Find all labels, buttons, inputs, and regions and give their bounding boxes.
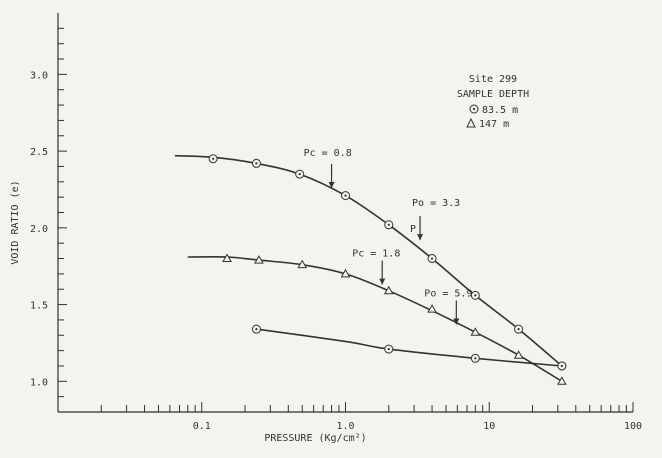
x-tick-label: 10: [483, 421, 495, 432]
circle-marker-dot: [212, 157, 215, 160]
triangle-marker: [222, 253, 232, 263]
circle-marker-dot: [430, 257, 434, 260]
triangle-marker: [427, 304, 437, 313]
annotation-arrow-head: [328, 181, 335, 188]
y-tick-label: 1.5: [30, 301, 48, 312]
triangle-marker: [340, 268, 351, 278]
triangle-marker: [513, 350, 524, 359]
triangle-marker: [297, 259, 308, 269]
triangle-marker: [254, 255, 264, 264]
annotation-label: P: [410, 224, 416, 235]
series-line-2: [187, 255, 563, 382]
annotation-arrow-head: [453, 318, 460, 325]
circle-marker-dot: [255, 328, 258, 331]
y-tick-label: 2.5: [30, 147, 48, 158]
ticks: 0.1 1.0 10 100 1.0 1.5 2.0 2.5 3.0: [30, 27, 642, 432]
triangle-marker: [470, 327, 481, 336]
annotation-arrow-head: [379, 278, 386, 285]
x-tick-label: 100: [624, 421, 642, 432]
circle-marker-dot: [560, 364, 563, 368]
y-tick-label: 2.0: [30, 224, 48, 235]
legend-subtitle: SAMPLE DEPTH: [457, 89, 529, 100]
circle-marker-dot: [474, 294, 477, 297]
annotation-arrow-head: [417, 234, 424, 241]
triangle-marker: [383, 285, 394, 295]
x-axis-label: PRESSURE (Kg/cm²): [264, 433, 366, 444]
circle-marker-dot: [255, 162, 258, 165]
circle-marker-dot: [387, 223, 390, 226]
annotation-label: Pc = 1.8: [352, 249, 400, 260]
series-line-1: [174, 154, 563, 367]
legend-entry: 147 m: [479, 119, 509, 130]
y-tick-label: 1.0: [30, 377, 48, 388]
circle-marker-dot: [517, 328, 520, 331]
circle-marker-dot: [474, 357, 477, 360]
y-axis-label: VOID RATIO (e): [10, 180, 21, 264]
annotation-label: Pc = 0.8: [304, 148, 352, 159]
legend-entry: 83.5 m: [482, 105, 518, 116]
series-line-3: [256, 328, 562, 367]
series-group: [174, 154, 567, 385]
legend: Site 299 SAMPLE DEPTH 83.5 m 147 m: [457, 74, 529, 130]
legend-title: Site 299: [469, 74, 517, 85]
circle-marker-dot: [298, 173, 301, 176]
circle-marker-dot: [387, 347, 390, 351]
x-tick-label: 0.1: [193, 421, 211, 432]
legend-circle-icon-dot: [472, 107, 476, 111]
triangle-marker: [557, 376, 567, 385]
x-tick-label: 1.0: [336, 421, 354, 432]
annotations: Pc = 0.8 Po = 3.3 P Pc = 1.8 Po = 5.9: [304, 148, 472, 325]
annotation-label: Po = 3.3: [412, 198, 460, 209]
y-tick-label: 3.0: [30, 70, 48, 81]
circle-marker-dot: [344, 194, 347, 197]
legend-triangle-icon: [466, 117, 476, 128]
annotation-label: Po = 5.9: [424, 289, 472, 300]
